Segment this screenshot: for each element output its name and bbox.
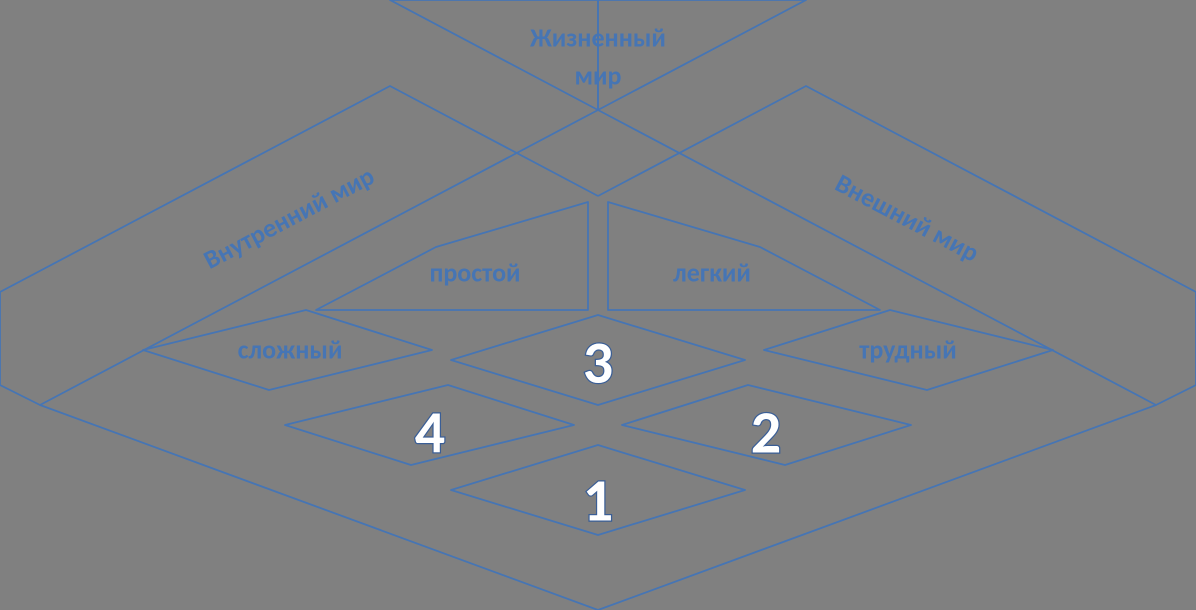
cell-number-4: 4 [415,397,445,470]
cat-label-top-right: легкий [673,256,751,288]
cell-number-3: 3 [583,327,613,400]
cat-label-bottom-right: трудный [859,333,956,365]
cat-label-bottom-left: сложный [238,333,343,365]
cell-number-2: 2 [751,397,781,470]
cell-number-1: 1 [583,465,613,538]
title-line1: Жизненный [529,21,666,53]
diagram-canvas: Жизненный мир Внутренний мир Внешний мир… [0,0,1196,610]
cat-label-top-left: простой [429,256,520,288]
title-line2: мир [575,59,622,91]
